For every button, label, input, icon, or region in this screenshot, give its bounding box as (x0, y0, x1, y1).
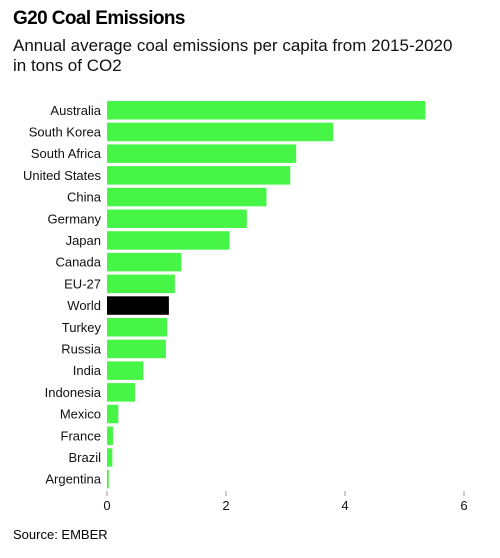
bar-indonesia (107, 383, 135, 402)
x-tick-label-6: 6 (460, 498, 467, 513)
chart-title: G20 Coal Emissions (13, 8, 185, 29)
category-label-world: World (67, 298, 101, 313)
bar-eu-27 (107, 274, 175, 294)
bar-russia (107, 339, 166, 359)
category-label-china: China (67, 190, 102, 205)
bar-turkey (107, 318, 168, 337)
category-label-india: India (73, 363, 102, 378)
subtitle-line-1: Annual average coal emissions per capita… (13, 36, 453, 55)
category-label-canada: Canada (55, 255, 101, 270)
bar-world (107, 296, 169, 315)
category-label-mexico: Mexico (60, 407, 101, 422)
category-label-japan: Japan (66, 233, 101, 248)
category-label-brazil: Brazil (68, 450, 101, 465)
subtitle-line-2: in tons of CO2 (13, 56, 122, 75)
bar-germany (107, 209, 247, 228)
x-tick-label-0: 0 (103, 498, 110, 513)
category-label-france: France (61, 428, 101, 443)
chart-subtitle: Annual average coal emissions per capita… (13, 36, 493, 76)
bar-australia (107, 101, 426, 120)
category-label-south-africa: South Africa (31, 146, 102, 161)
bar-south-korea (107, 122, 334, 142)
x-tick-label-2: 2 (222, 498, 229, 513)
x-tick-label-4: 4 (341, 498, 348, 513)
category-label-australia: Australia (50, 103, 101, 118)
category-label-eu-27: EU-27 (64, 276, 101, 291)
category-label-germany: Germany (48, 211, 102, 226)
category-label-russia: Russia (61, 341, 102, 356)
source-note: Source: EMBER (13, 527, 108, 542)
bar-canada (107, 252, 182, 272)
bar-mexico (107, 404, 119, 424)
category-label-united-states: United States (23, 168, 102, 183)
bar-india (107, 361, 144, 380)
bar-chart: Australia South Korea South Africa United S… (23, 101, 468, 513)
bar-south-africa (107, 144, 297, 163)
bar-brazil (107, 448, 113, 467)
category-label-indonesia: Indonesia (45, 385, 102, 400)
bar-japan (107, 231, 230, 250)
category-label-turkey: Turkey (62, 320, 102, 335)
category-label-south-korea: South Korea (29, 124, 102, 139)
bar-united-states (107, 166, 291, 185)
bar-france (107, 426, 113, 445)
category-label-argentina: Argentina (45, 472, 101, 487)
bar-china (107, 187, 267, 207)
bar-argentina (107, 469, 109, 489)
